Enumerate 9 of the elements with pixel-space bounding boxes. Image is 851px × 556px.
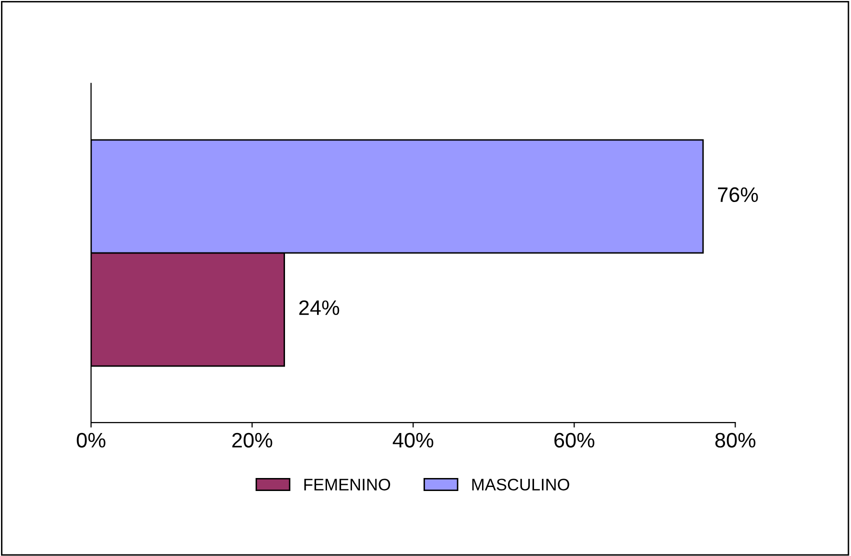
legend-label: FEMENINO — [304, 478, 390, 490]
x-tick-label: 0% — [76, 432, 106, 448]
legend-label: MASCULINO — [472, 478, 570, 490]
x-tick-label: 60% — [554, 432, 594, 448]
x-tick-label: 40% — [392, 432, 434, 448]
data-label: 76% — [718, 187, 758, 202]
x-tick-label: 80% — [715, 432, 756, 448]
x-tick-label: 20% — [232, 432, 272, 448]
data-label: 24% — [299, 300, 340, 316]
